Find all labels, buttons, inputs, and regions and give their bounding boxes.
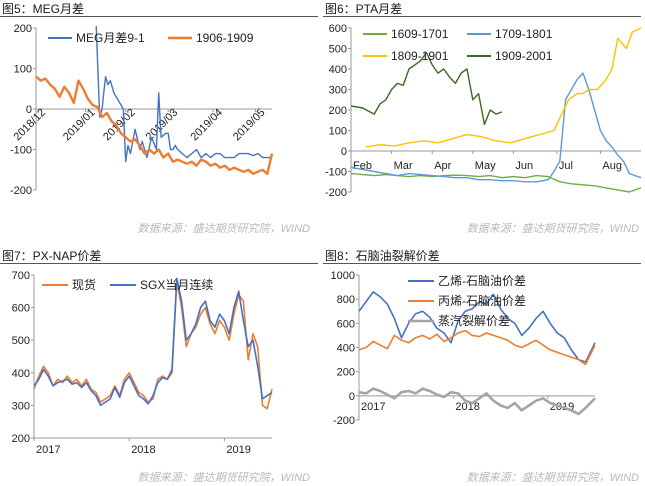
y-tick-label: 200 [12, 433, 30, 445]
figure-title: 图7：PX-NAP价差 [2, 249, 102, 263]
y-tick-label: 100 [14, 64, 32, 76]
figure-title: 图8：石脑油裂解价差 [325, 249, 440, 263]
legend-label: 1709-1801 [495, 27, 553, 41]
series-line [350, 172, 642, 193]
y-tick-label: -200 [10, 185, 32, 197]
figure-title: 图6：PTA月差 [325, 2, 403, 16]
legend-label: 1909-2001 [495, 49, 553, 63]
x-tick-label: 2019/01 [61, 107, 98, 144]
source-note: 数据来源：盛达期货研究院，WIND [137, 472, 310, 484]
title-divider [0, 263, 318, 264]
y-tick-label: 200 [337, 367, 355, 379]
y-tick-label: 200 [329, 105, 347, 117]
x-tick-label: 2018 [455, 401, 479, 413]
x-tick-label: 2019/05 [231, 107, 268, 144]
legend-label: SGX当月连续 [140, 277, 213, 292]
x-tick-label: 2019 [226, 444, 250, 456]
x-tick-label: Aug [602, 160, 622, 172]
x-tick-label: 2017 [361, 401, 385, 413]
y-tick-label: 600 [329, 23, 347, 35]
y-tick-label: 300 [12, 400, 30, 412]
x-tick-label: Jun [515, 160, 533, 172]
y-tick-label: 100 [329, 126, 347, 138]
y-tick-label: 0 [349, 391, 355, 403]
y-tick-label: 200 [14, 23, 32, 35]
legend-label: 现货 [72, 277, 96, 292]
y-tick-label: -200 [325, 187, 347, 199]
x-tick-label: 2018 [131, 444, 155, 456]
y-tick-label: -200 [333, 415, 355, 427]
legend-label: 丙烯-石脑油价差 [438, 294, 526, 308]
series-line [95, 25, 272, 163]
legend-label: MEG月差9-1 [76, 31, 145, 45]
source-note: 数据来源：盛达期货研究院，WIND [137, 223, 310, 235]
y-tick-label: 400 [337, 343, 355, 355]
legend-label: 1809-1901 [391, 49, 449, 63]
x-tick-label: 2019/04 [189, 107, 226, 144]
legend-label: 蒸汽裂解价差 [438, 313, 510, 328]
x-tick-label: Apr [434, 160, 451, 172]
series-line [35, 75, 274, 175]
y-tick-label: 600 [337, 318, 355, 330]
series-line [33, 280, 273, 410]
y-tick-label: 600 [12, 303, 30, 315]
y-tick-label: 700 [12, 270, 30, 282]
y-tick-label: -100 [325, 167, 347, 179]
figure-naphtha-crack-panel: 图8：石脑油裂解价差 -200 0 200 400 600 800 1000 2017 2018… [323, 243, 645, 486]
y-tick-label: 400 [329, 64, 347, 76]
figure-pta-panel: 图6：PTA月差 -200 -100 0 100 200 300 400 500 600 Feb M… [323, 0, 645, 243]
title-divider [323, 263, 641, 264]
series-line [358, 387, 596, 416]
source-note: 数据来源：盛达期货研究院，WIND [466, 472, 639, 484]
y-tick-label: 1000 [331, 270, 355, 282]
series-line [350, 51, 503, 126]
x-tick-label: May [475, 160, 496, 172]
y-tick-label: 500 [329, 44, 347, 56]
figure-px-nap-panel: 图7：PX-NAP价差 200 300 400 500 600 700 2017 2018 20… [0, 243, 322, 486]
x-tick-label: 2019/03 [144, 107, 181, 144]
y-tick-label: 400 [12, 368, 30, 380]
series-line [358, 291, 596, 363]
px-nap-spread-chart: 200 300 400 500 600 700 2017 2018 2019 现货 SGX当月连续 [12, 270, 273, 456]
x-tick-label: Jul [559, 160, 573, 172]
legend-label: 1906-1909 [196, 31, 254, 45]
y-tick-label: 0 [26, 104, 32, 116]
source-note: 数据来源：盛达期货研究院，WIND [466, 223, 639, 235]
x-tick-label: Mar [394, 160, 413, 172]
y-tick-label: 0 [341, 146, 347, 158]
title-divider [0, 16, 318, 17]
series-line [365, 27, 642, 148]
y-tick-label: 500 [12, 335, 30, 347]
figure-meg-panel: 图5：MEG月差 -200 -100 0 100 200 2018/12 2019/01 20… [0, 0, 322, 243]
y-tick-label: -100 [10, 145, 32, 157]
y-tick-label: 800 [337, 294, 355, 306]
series-line [350, 72, 642, 183]
title-divider [323, 16, 641, 17]
figure-title: 图5：MEG月差 [2, 2, 85, 16]
x-tick-label: 2017 [36, 444, 60, 456]
series-line [358, 329, 596, 366]
legend-label: 1609-1701 [391, 27, 449, 41]
series-line [33, 277, 273, 407]
legend-label: 乙烯-石脑油价差 [438, 274, 526, 288]
y-tick-label: 300 [329, 85, 347, 97]
